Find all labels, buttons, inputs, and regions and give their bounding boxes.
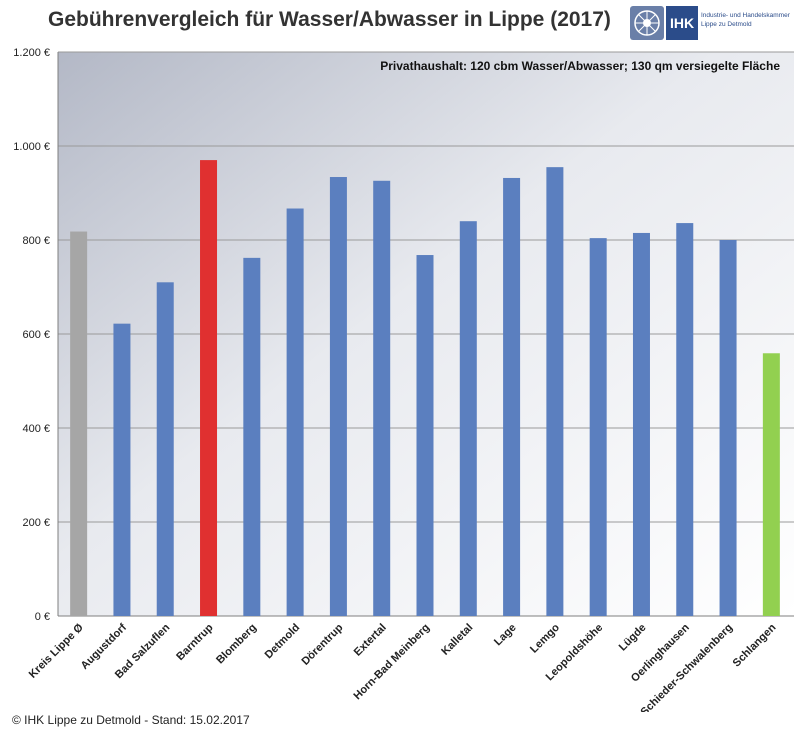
bar — [373, 181, 390, 616]
bar — [763, 353, 780, 616]
bar — [503, 178, 520, 616]
x-tick-label: Horn-Bad Meinberg — [351, 622, 432, 703]
bar — [676, 223, 693, 616]
bar — [113, 324, 130, 616]
bar — [546, 167, 563, 616]
y-tick-label: 400 € — [22, 423, 50, 435]
y-tick-label: 200 € — [22, 517, 50, 529]
bar — [157, 282, 174, 616]
x-tick-label: Blomberg — [214, 622, 259, 667]
bar — [200, 160, 217, 616]
x-tick-label: Lügde — [617, 622, 649, 654]
bar — [720, 240, 737, 616]
bar — [243, 258, 260, 616]
y-tick-label: 1.200 € — [13, 47, 50, 59]
y-axis-labels: 0 € 200 € 400 € 600 € 800 € 1.000 € 1.200 € — [13, 47, 50, 623]
y-tick-label: 800 € — [22, 235, 50, 247]
bar — [460, 221, 477, 616]
footer-copyright: © IHK Lippe zu Detmold - Stand: 15.02.20… — [12, 713, 250, 727]
x-tick-label: Dörentrup — [299, 621, 345, 667]
bar — [287, 209, 304, 616]
x-tick-label: Kalletal — [439, 622, 475, 658]
bar — [590, 238, 607, 616]
x-tick-label: Lage — [492, 622, 519, 649]
chart-subtitle: Privathaushalt: 120 cbm Wasser/Abwasser;… — [380, 59, 780, 73]
x-tick-label: Barntrup — [174, 621, 216, 663]
bar-chart: 0 € 200 € 400 € 600 € 800 € 1.000 € 1.200 € Kr… — [0, 0, 800, 712]
bar — [417, 255, 434, 616]
bar — [633, 233, 650, 616]
x-tick-label: Kreis Lippe Ø — [27, 621, 86, 680]
bar — [70, 232, 87, 616]
y-tick-label: 1.000 € — [13, 141, 50, 153]
x-tick-label: Detmold — [263, 622, 303, 662]
y-tick-label: 0 € — [35, 611, 50, 623]
x-tick-label: Lemgo — [528, 621, 562, 655]
bar — [330, 177, 347, 616]
x-tick-label: Schlangen — [731, 621, 779, 669]
y-tick-label: 600 € — [22, 329, 50, 341]
x-tick-label: Extertal — [352, 622, 389, 659]
